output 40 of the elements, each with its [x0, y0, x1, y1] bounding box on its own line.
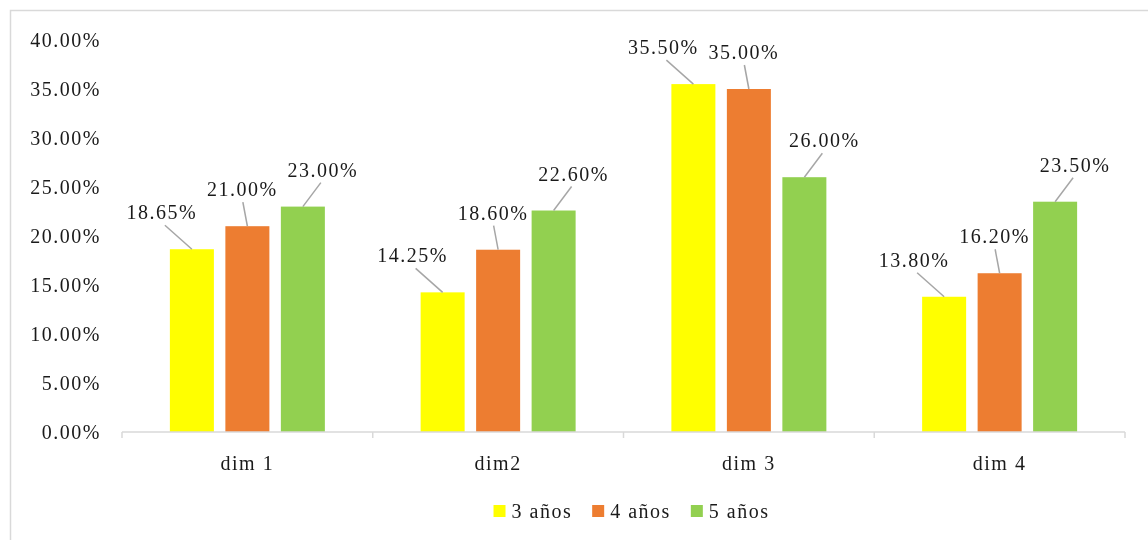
data-label: 16.20% [959, 225, 1030, 248]
y-tick-label: 20.00% [30, 225, 101, 247]
y-tick-label: 15.00% [30, 274, 101, 296]
data-label: 26.00% [789, 129, 860, 152]
legend-label: 4 años [610, 500, 671, 522]
bar [922, 296, 967, 432]
bar [977, 273, 1022, 432]
y-tick-label: 25.00% [30, 176, 101, 198]
bar [225, 226, 270, 432]
bar [420, 292, 465, 432]
bar [531, 210, 576, 432]
data-label: 14.25% [377, 244, 448, 267]
y-tick-label: 10.00% [30, 323, 101, 345]
legend-label: 5 años [708, 500, 770, 522]
x-tick-label: dim2 [474, 452, 522, 474]
y-tick-label: 30.00% [30, 127, 101, 149]
data-label: 21.00% [207, 178, 278, 201]
bar [169, 249, 214, 432]
x-tick-label: dim 3 [722, 452, 776, 474]
y-tick-label: 5.00% [41, 372, 101, 394]
data-label: 22.60% [538, 162, 609, 185]
y-tick-label: 0.00% [41, 421, 101, 443]
data-label: 23.00% [287, 158, 359, 181]
data-label: 23.50% [1039, 153, 1111, 176]
bar [280, 206, 325, 432]
bar [1033, 201, 1078, 432]
y-tick-label: 40.00% [30, 29, 101, 51]
data-label: 35.50% [628, 36, 699, 59]
bar [671, 84, 716, 432]
data-label: 13.80% [878, 248, 950, 271]
bar [782, 177, 827, 432]
data-label: 18.60% [457, 201, 529, 224]
x-tick-label: dim 4 [972, 452, 1027, 474]
data-label: 35.00% [708, 41, 780, 63]
y-tick-label: 35.00% [30, 78, 101, 100]
data-label: 18.65% [126, 201, 198, 224]
bar [726, 89, 771, 432]
bar [476, 249, 521, 432]
x-tick-label: dim 1 [220, 452, 275, 474]
legend-label: 3 años [511, 500, 573, 522]
